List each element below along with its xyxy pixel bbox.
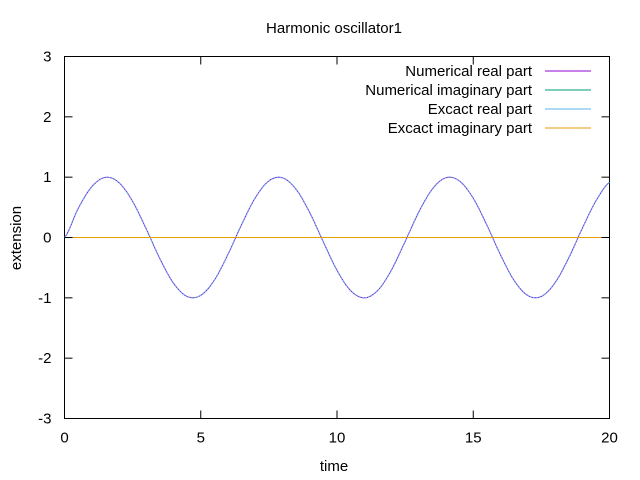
legend-label: Excact imaginary part	[388, 120, 533, 137]
x-tick-label: 0	[60, 430, 68, 447]
legend-label: Excact real part	[428, 101, 533, 118]
chart-title: Harmonic oscillator1	[266, 20, 402, 37]
x-tick-label: 10	[329, 430, 346, 447]
legend: Numerical real part Numerical imaginary p…	[365, 63, 591, 137]
y-tick-label: -3	[38, 411, 51, 428]
y-tick-label: -1	[38, 290, 51, 307]
y-tick-label: 3	[43, 49, 51, 66]
y-axis-label: extension	[8, 206, 25, 270]
x-tick-label: 5	[197, 430, 205, 447]
series-layer	[64, 176, 610, 299]
legend-label: Numerical imaginary part	[365, 82, 533, 99]
legend-label: Numerical real part	[405, 63, 533, 80]
x-axis-label: time	[320, 458, 348, 475]
y-tick-label: 2	[43, 109, 51, 126]
x-tick-label: 20	[601, 430, 618, 447]
y-tick-label: -2	[38, 350, 51, 367]
y-tick-label: 1	[43, 169, 51, 186]
x-tick-label: 15	[465, 430, 482, 447]
y-tick-label: 0	[43, 230, 51, 247]
series-line-3	[64, 176, 610, 299]
